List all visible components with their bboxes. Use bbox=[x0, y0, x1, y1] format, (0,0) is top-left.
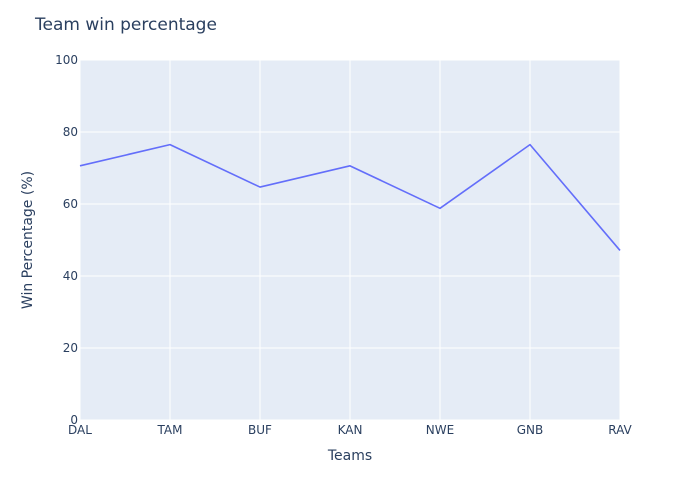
x-tick-label: DAL bbox=[68, 423, 92, 437]
y-tick-label: 100 bbox=[55, 53, 78, 67]
y-axis-title: Win Percentage (%) bbox=[20, 171, 36, 309]
y-tick-label: 60 bbox=[63, 197, 78, 211]
y-tick-label: 40 bbox=[63, 269, 78, 283]
x-tick-label: BUF bbox=[248, 423, 272, 437]
x-axis-ticks: DAL TAM BUF KAN NWE GNB RAV bbox=[68, 423, 633, 437]
x-tick-label: TAM bbox=[157, 423, 183, 437]
x-tick-label: KAN bbox=[338, 423, 363, 437]
x-tick-label: RAV bbox=[608, 423, 632, 437]
x-tick-label: GNB bbox=[517, 423, 544, 437]
chart-title: Team win percentage bbox=[34, 15, 217, 35]
x-axis-title: Teams bbox=[327, 448, 372, 464]
y-tick-label: 80 bbox=[63, 125, 78, 139]
x-tick-label: NWE bbox=[426, 423, 454, 437]
y-tick-label: 20 bbox=[63, 341, 78, 355]
